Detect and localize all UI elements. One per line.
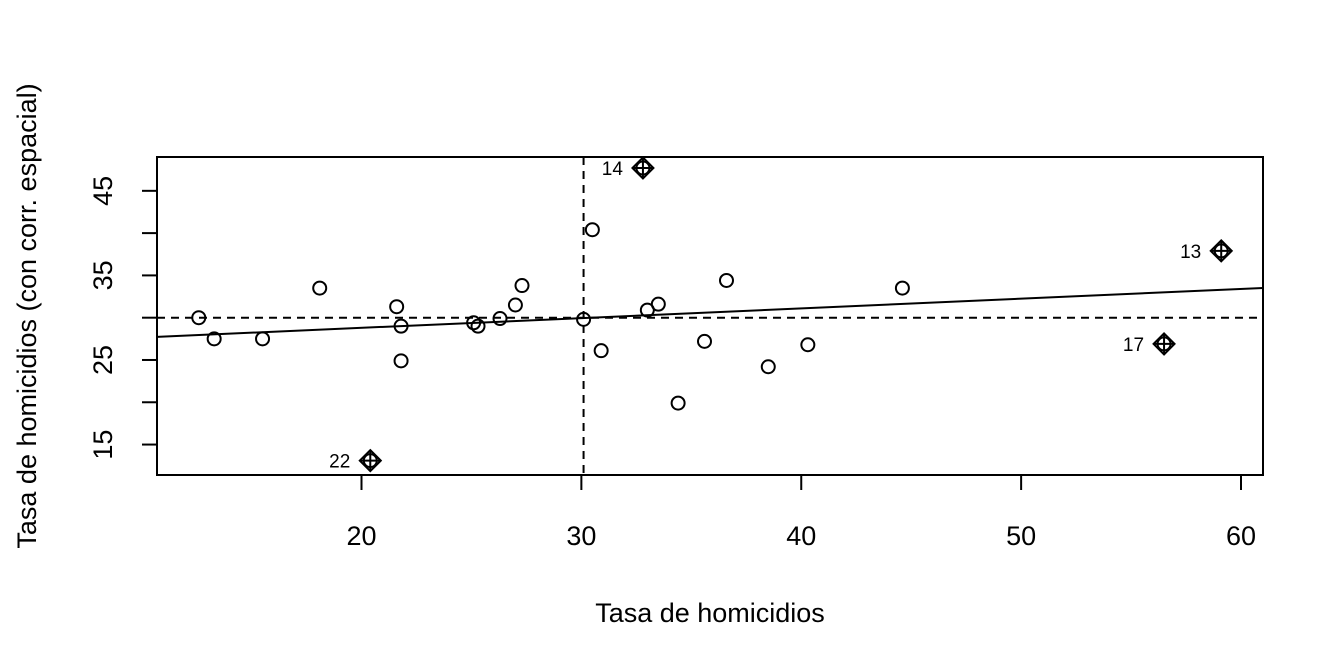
data-point xyxy=(393,353,409,369)
x-axis-title: Tasa de homicidios xyxy=(595,598,825,628)
data-point xyxy=(894,280,910,296)
plot-area xyxy=(156,156,1264,476)
influential-point: 17 xyxy=(1123,331,1176,356)
data-point xyxy=(697,333,713,349)
chart-marks: 14 13 17 22 xyxy=(191,156,1234,473)
data-point xyxy=(389,299,405,315)
y-tick-label: 35 xyxy=(88,260,118,290)
data-point xyxy=(312,280,328,296)
axes: 20 30 40 50 60 15 25 35 45 xyxy=(88,176,1256,551)
data-point xyxy=(514,278,530,294)
reference-lines xyxy=(157,157,1263,475)
regression-line xyxy=(157,286,1263,338)
y-tick-label: 25 xyxy=(88,345,118,375)
data-point xyxy=(466,315,482,331)
data-point xyxy=(255,331,271,347)
data-point xyxy=(650,296,666,312)
x-tick-label: 60 xyxy=(1226,521,1256,551)
data-point xyxy=(393,318,409,334)
data-point xyxy=(191,310,207,326)
influential-point-label: 22 xyxy=(329,452,350,473)
x-tick-label: 30 xyxy=(566,521,596,551)
data-point xyxy=(470,318,486,334)
x-tick-label: 40 xyxy=(786,521,816,551)
plot-frame xyxy=(156,156,1264,476)
data-point xyxy=(507,297,523,313)
data-point xyxy=(593,343,609,359)
y-axis-title: Tasa de homicidios (con corr. espacial) xyxy=(12,83,42,548)
data-point xyxy=(492,311,508,327)
y-tick-label: 45 xyxy=(88,176,118,206)
influential-point-label: 13 xyxy=(1180,242,1201,263)
data-point xyxy=(206,331,222,347)
y-tick-label: 15 xyxy=(88,430,118,460)
influential-point: 14 xyxy=(602,156,655,180)
data-point xyxy=(670,395,686,411)
data-point xyxy=(760,359,776,375)
influential-point-label: 14 xyxy=(602,159,624,180)
influential-point: 13 xyxy=(1180,238,1234,263)
data-point xyxy=(584,222,600,238)
influential-point-label: 17 xyxy=(1123,335,1144,356)
data-point xyxy=(576,311,592,327)
x-tick-label: 50 xyxy=(1006,521,1036,551)
x-tick-label: 20 xyxy=(346,521,376,551)
data-point xyxy=(800,337,816,353)
influential-point: 22 xyxy=(329,448,383,473)
data-point xyxy=(718,272,734,288)
